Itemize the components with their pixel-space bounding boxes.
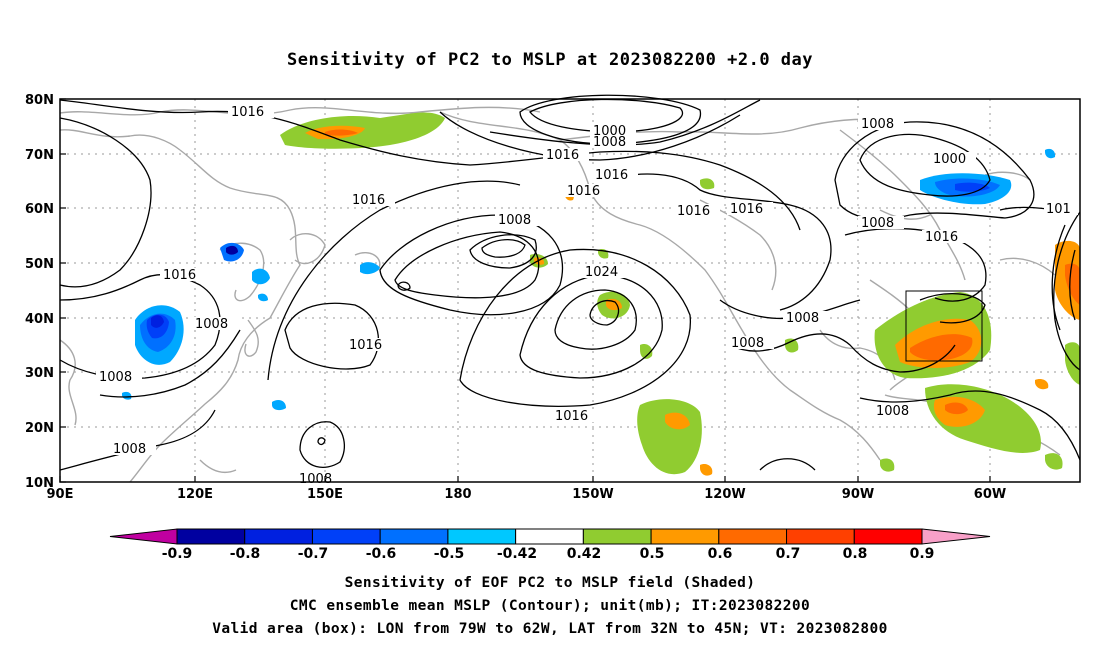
colorbar-segment — [447, 528, 517, 545]
contour-label: 1008 — [195, 317, 228, 332]
colorbar-label: 0.42 — [567, 546, 602, 562]
caption-line-3: Valid area (box): LON from 79W to 62W, L… — [212, 621, 888, 637]
contour-label: 1008 — [498, 213, 531, 228]
colorbar-label: 0.7 — [776, 546, 801, 562]
colorbar-segment — [582, 528, 652, 545]
contour-label: 1016 — [546, 148, 579, 163]
y-tick-label: 70N — [25, 148, 54, 163]
x-tick-label: 120W — [704, 487, 745, 502]
contour-label: 1016 — [595, 168, 628, 183]
y-tick-label: 80N — [25, 93, 54, 108]
contour-label: 1016 — [730, 202, 763, 217]
y-tick-label: 60N — [25, 202, 54, 217]
x-axis-labels: 90E 120E 150E 180 150W 120W 90W 60W — [47, 487, 1007, 502]
contour-label: 1008 — [299, 472, 332, 487]
contour-label: 1008 — [731, 336, 764, 351]
colorbar-segment — [311, 528, 381, 545]
y-axis-labels: 80N 70N 60N 50N 40N 30N 20N 10N — [25, 93, 54, 491]
colorbar-label: -0.9 — [162, 546, 193, 562]
colorbar-segment — [786, 528, 855, 545]
colorbar-label: -0.5 — [434, 546, 465, 562]
colorbar-label: -0.7 — [298, 546, 329, 562]
y-tick-label: 30N — [25, 366, 54, 381]
negative-sensitivity-shading — [122, 148, 1056, 411]
colorbar-end-high — [921, 528, 991, 545]
contour-label: 1008 — [861, 117, 894, 132]
y-tick-label: 50N — [25, 257, 54, 272]
colorbar-label: -0.6 — [366, 546, 397, 562]
caption-line-2: CMC ensemble mean MSLP (Contour); unit(m… — [289, 598, 811, 614]
colorbar-label: 0.6 — [708, 546, 733, 562]
contour-label: 1008 — [876, 404, 909, 419]
x-tick-label: 90E — [47, 487, 74, 502]
colorbar-label: 0.5 — [640, 546, 665, 562]
contour-label: 1016 — [231, 105, 264, 120]
contour-label: 1016 — [352, 193, 385, 208]
colorbar-segment — [650, 528, 720, 545]
colorbar-segment — [853, 528, 923, 545]
colorbar-segment — [379, 528, 449, 545]
x-tick-label: 60W — [974, 487, 1006, 502]
y-tick-label: 20N — [25, 421, 54, 436]
colorbar-label: -0.8 — [230, 546, 261, 562]
x-tick-label: 90W — [842, 487, 874, 502]
contour-label: 1008 — [99, 370, 132, 385]
valid-area-box — [905, 290, 983, 362]
y-tick-label: 10N — [25, 476, 54, 491]
contour-label: 1016 — [567, 184, 600, 199]
map-title: Sensitivity of PC2 to MSLP at 2023082200… — [286, 50, 813, 70]
colorbar-end-low — [109, 528, 178, 545]
axis-ticks — [59, 98, 991, 483]
y-tick-label: 40N — [25, 312, 54, 327]
colorbar-label: -0.42 — [497, 546, 537, 562]
contour-label: 1016 — [677, 204, 710, 219]
contour-label: 1008 — [861, 216, 894, 231]
colorbar-segment — [176, 528, 246, 545]
colorbar — [109, 528, 991, 545]
contour-label: 1016 — [555, 409, 588, 424]
colorbar-segment — [244, 528, 313, 545]
contour-labels: 1016 1000 1008 1016 1008 1000 1016 1016 … — [96, 104, 1078, 487]
positive-sensitivity-shading — [280, 112, 1080, 476]
contour-label: 1000 — [933, 152, 966, 167]
contour-label: 1008 — [113, 442, 146, 457]
contour-label: 1008 — [786, 311, 819, 326]
x-tick-label: 150W — [572, 487, 613, 502]
colorbar-label: 0.8 — [843, 546, 868, 562]
x-tick-label: 180 — [444, 487, 471, 502]
colorbar-segment — [515, 528, 584, 545]
x-tick-label: 150E — [307, 487, 343, 502]
contour-label: 1024 — [585, 265, 618, 280]
plot-frame — [59, 98, 1081, 483]
colorbar-labels: -0.9 -0.8 -0.7 -0.6 -0.5 -0.42 0.42 0.5 … — [162, 546, 935, 562]
contour-label: 1016 — [925, 230, 958, 245]
contour-label: 1016 — [349, 338, 382, 353]
contour-label: 1016 — [163, 268, 196, 283]
contour-label: 101 — [1046, 202, 1071, 217]
colorbar-label: 0.9 — [910, 546, 935, 562]
caption-line-1: Sensitivity of EOF PC2 to MSLP field (Sh… — [344, 575, 756, 591]
x-tick-label: 120E — [177, 487, 213, 502]
contour-label: 1008 — [593, 135, 626, 150]
colorbar-segment — [718, 528, 788, 545]
